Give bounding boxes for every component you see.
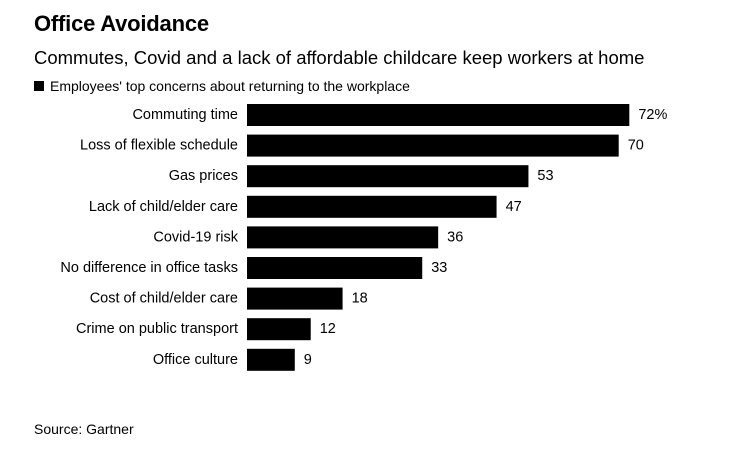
category-label: Loss of flexible schedule	[80, 138, 238, 154]
bar	[247, 257, 423, 279]
category-label: Crime on public transport	[76, 321, 238, 337]
bar	[247, 287, 343, 310]
value-label: 53	[537, 168, 553, 184]
value-label: 9	[304, 352, 312, 368]
value-label: 18	[352, 291, 368, 307]
bar	[247, 165, 529, 188]
value-label: 36	[447, 229, 463, 245]
bar	[247, 195, 497, 218]
bar	[247, 104, 630, 126]
bar	[247, 318, 311, 341]
bar	[247, 348, 295, 371]
source-note: Source: Gartner	[34, 421, 134, 437]
value-label: 47	[506, 199, 522, 215]
legend-label: Employees' top concerns about returning …	[50, 78, 410, 94]
category-label: Commuting time	[132, 107, 238, 123]
value-label: 72%	[638, 107, 667, 123]
category-label: Lack of child/elder care	[89, 199, 238, 215]
bar	[247, 226, 439, 249]
category-label: Office culture	[153, 352, 238, 368]
chart-title: Office Avoidance	[34, 11, 209, 36]
value-label: 12	[320, 321, 336, 337]
chart-subtitle: Commutes, Covid and a lack of affordable…	[34, 47, 645, 68]
legend-swatch	[34, 81, 44, 91]
value-label: 70	[628, 138, 644, 154]
category-label: Gas prices	[169, 168, 238, 184]
value-label: 33	[431, 260, 447, 276]
bar	[247, 134, 619, 157]
category-label: Covid-19 risk	[153, 229, 238, 245]
category-label: No difference in office tasks	[60, 260, 238, 276]
category-label: Cost of child/elder care	[90, 291, 238, 307]
chart-legend: Employees' top concerns about returning …	[34, 77, 410, 95]
